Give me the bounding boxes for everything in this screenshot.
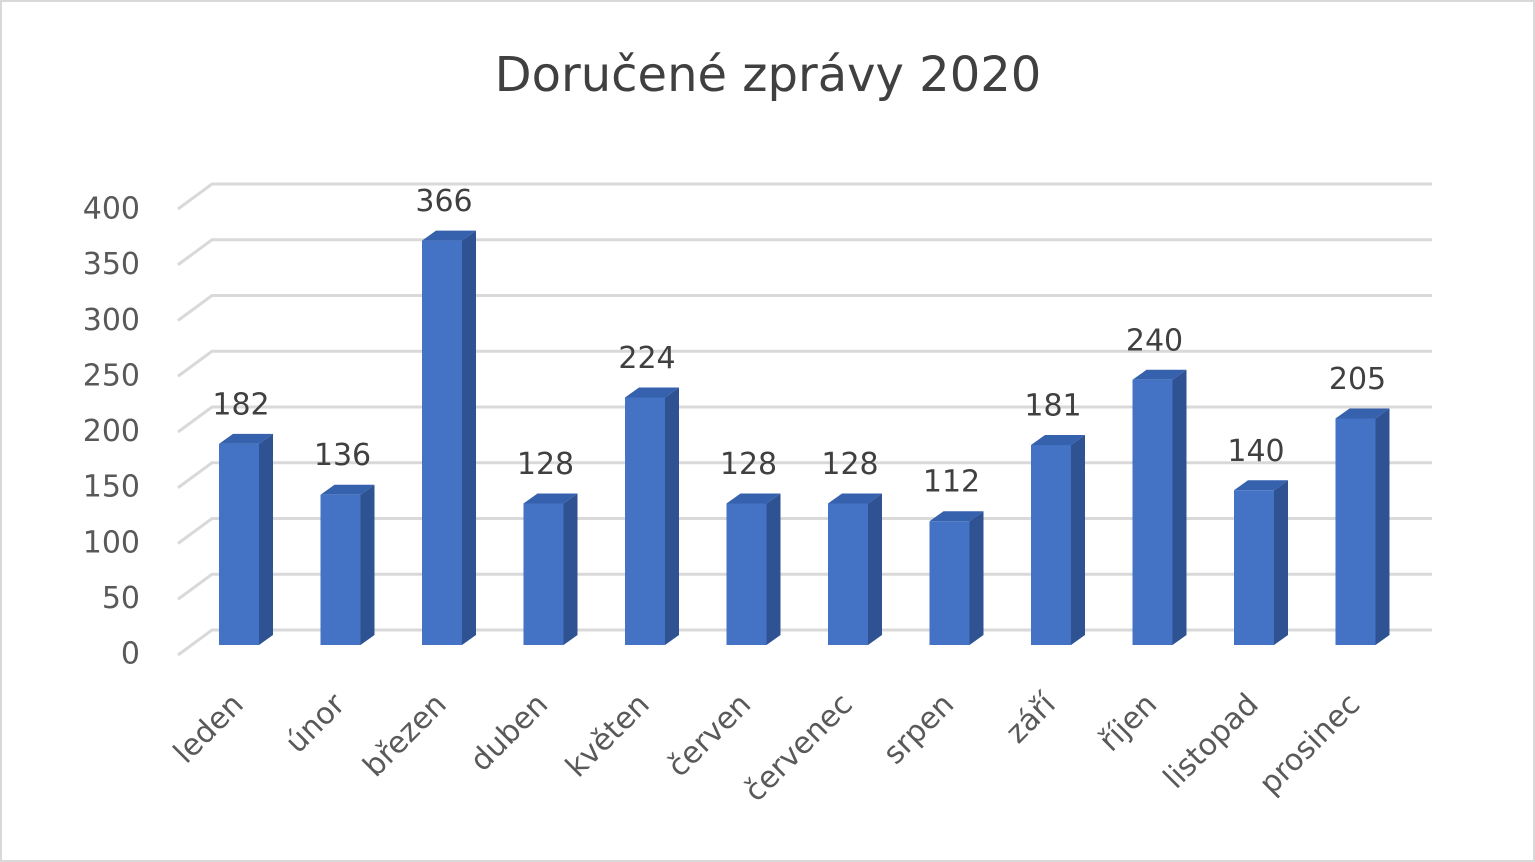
bar bbox=[1132, 369, 1187, 645]
bar-top bbox=[1132, 369, 1187, 380]
bar-front bbox=[828, 503, 868, 645]
grid-line bbox=[177, 294, 1432, 322]
data-label: 366 bbox=[415, 184, 472, 219]
bar-front bbox=[422, 240, 462, 645]
bar-side bbox=[1071, 434, 1085, 645]
y-tick-label: 100 bbox=[83, 525, 140, 560]
bar-front bbox=[726, 503, 767, 645]
bar bbox=[523, 493, 578, 645]
data-label: 181 bbox=[1024, 388, 1081, 423]
bar bbox=[1234, 480, 1288, 645]
bar-top bbox=[1031, 434, 1085, 445]
data-label: 128 bbox=[517, 447, 574, 482]
bar-front bbox=[1031, 444, 1071, 645]
bar-top bbox=[625, 387, 679, 398]
grid-line bbox=[177, 517, 1432, 545]
data-label: 205 bbox=[1329, 362, 1386, 397]
data-label: 182 bbox=[212, 387, 269, 422]
bar-top bbox=[1234, 480, 1288, 491]
bar-top bbox=[523, 493, 578, 504]
data-label: 140 bbox=[1227, 434, 1284, 469]
bar bbox=[320, 484, 375, 645]
data-label: 128 bbox=[821, 447, 878, 482]
y-tick-label: 0 bbox=[121, 637, 140, 672]
bar-front bbox=[1132, 379, 1173, 645]
bar bbox=[1335, 408, 1390, 645]
bar-top bbox=[422, 230, 476, 241]
bar-top bbox=[828, 493, 882, 504]
bar-front bbox=[1335, 418, 1376, 645]
bar bbox=[726, 493, 781, 645]
bar-side bbox=[360, 484, 375, 645]
grid-line bbox=[177, 572, 1432, 601]
bar bbox=[1031, 434, 1085, 645]
bar-side bbox=[563, 493, 578, 645]
bar-side bbox=[1172, 369, 1187, 645]
grid-line bbox=[177, 461, 1432, 489]
bar bbox=[929, 511, 984, 645]
grid-line bbox=[177, 628, 1432, 657]
bar-top bbox=[320, 484, 375, 495]
bar-top bbox=[929, 511, 984, 522]
bar-side bbox=[665, 387, 679, 645]
bar-side bbox=[969, 511, 984, 645]
bar-side bbox=[766, 493, 781, 645]
grid-line bbox=[177, 238, 1432, 266]
bar-side bbox=[1274, 480, 1288, 645]
bar-side bbox=[868, 493, 882, 645]
y-tick-label: 350 bbox=[83, 247, 140, 282]
grid-line bbox=[177, 405, 1432, 434]
bar bbox=[422, 230, 476, 645]
data-label: 240 bbox=[1126, 323, 1183, 358]
bar-front bbox=[625, 397, 665, 645]
y-tick-label: 400 bbox=[83, 192, 140, 227]
bar bbox=[625, 387, 679, 645]
data-label: 224 bbox=[618, 341, 675, 376]
bar bbox=[828, 493, 882, 645]
bar-side bbox=[1375, 408, 1390, 645]
bar-top bbox=[219, 433, 273, 444]
data-label: 136 bbox=[314, 438, 371, 473]
bar-front bbox=[523, 503, 564, 645]
bar-front bbox=[219, 443, 259, 645]
grid-line bbox=[177, 349, 1432, 378]
bar-front bbox=[1234, 490, 1274, 645]
bar-top bbox=[726, 493, 781, 504]
bar-front bbox=[929, 521, 970, 645]
bar-front bbox=[320, 494, 361, 645]
data-label: 128 bbox=[720, 447, 777, 482]
y-tick-label: 300 bbox=[83, 303, 140, 338]
y-tick-label: 50 bbox=[102, 581, 140, 616]
data-label: 112 bbox=[923, 465, 980, 500]
bar-side bbox=[259, 433, 273, 645]
grid-line bbox=[177, 182, 1432, 211]
y-tick-label: 250 bbox=[83, 358, 140, 393]
bar-top bbox=[1335, 408, 1390, 419]
bar bbox=[219, 433, 273, 645]
chart-title: Doručené zprávy 2020 bbox=[495, 47, 1042, 103]
y-tick-label: 150 bbox=[83, 470, 140, 505]
bar-side bbox=[462, 230, 476, 645]
y-tick-label: 200 bbox=[83, 414, 140, 449]
